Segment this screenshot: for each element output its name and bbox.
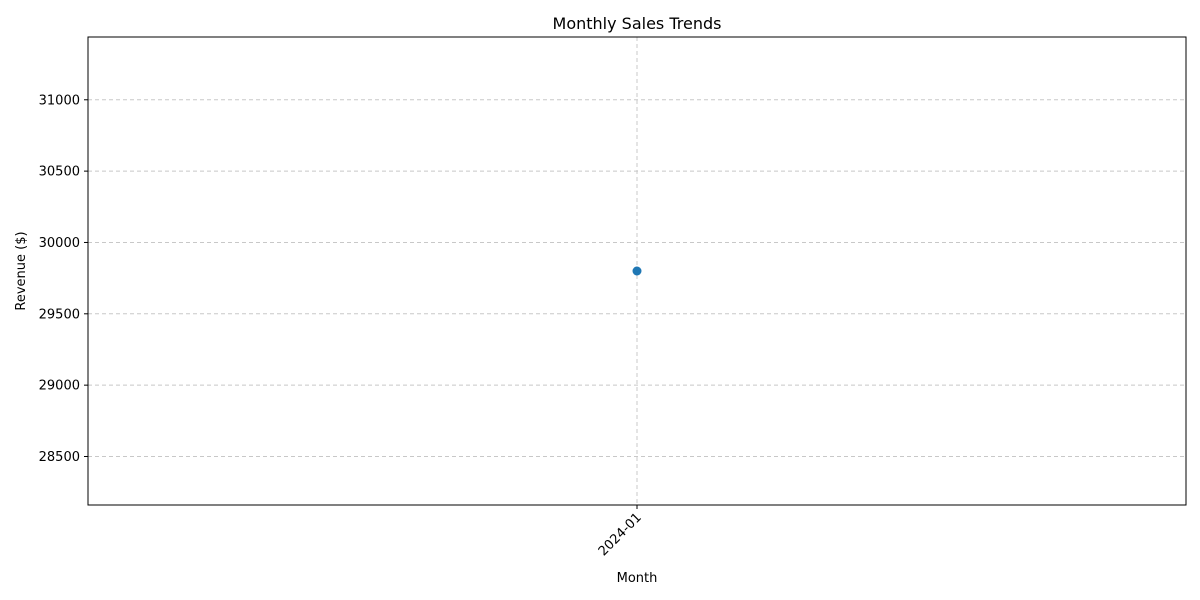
- data-point: [632, 266, 642, 276]
- x-axis-label: Month: [617, 571, 658, 586]
- y-tick-label: 30000: [39, 236, 80, 251]
- y-tick-label: 28500: [39, 450, 80, 465]
- y-tick-label: 30500: [39, 165, 80, 180]
- chart-title: Monthly Sales Trends: [553, 14, 722, 33]
- y-axis-ticks: 28500 29000 29500 30000 30500 31000: [39, 93, 88, 465]
- y-tick-label: 31000: [39, 93, 80, 108]
- data-series: [632, 266, 642, 276]
- y-axis-label: Revenue ($): [14, 231, 29, 310]
- y-tick-label: 29500: [39, 307, 80, 322]
- y-tick-label: 29000: [39, 379, 80, 394]
